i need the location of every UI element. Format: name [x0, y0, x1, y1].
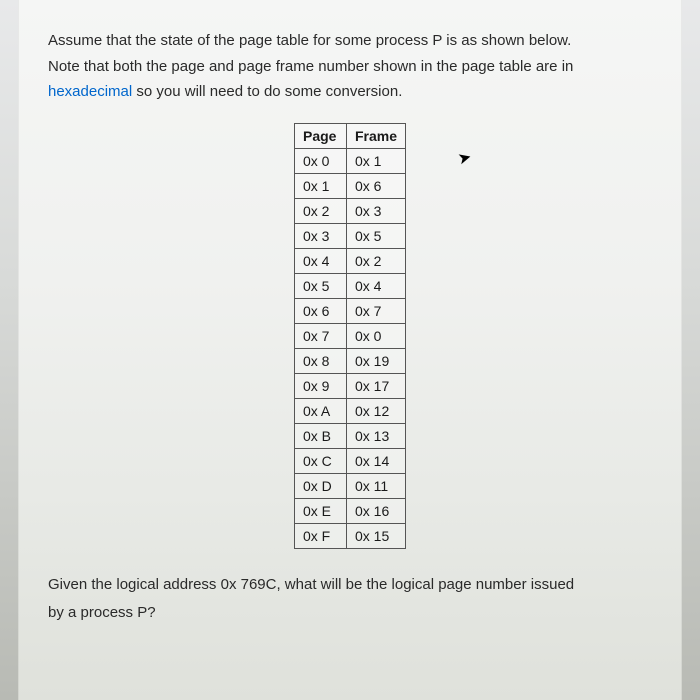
table-row: 0x 60x 7: [294, 298, 405, 323]
intro-line-1: Assume that the state of the page table …: [48, 28, 652, 54]
cell-page: 0x 9: [294, 373, 346, 398]
cell-page: 0x A: [294, 398, 346, 423]
cell-page: 0x C: [294, 448, 346, 473]
cell-page: 0x 7: [294, 323, 346, 348]
cell-page: 0x B: [294, 423, 346, 448]
cell-frame: 0x 19: [346, 348, 405, 373]
page-table: Page Frame 0x 00x 1 0x 10x 6 0x 20x 3 0x…: [294, 123, 406, 549]
table-row: 0x D0x 11: [294, 473, 405, 498]
cell-page: 0x 8: [294, 348, 346, 373]
table-row: 0x 00x 1: [294, 148, 405, 173]
cell-frame: 0x 6: [346, 173, 405, 198]
table-row: 0x A0x 12: [294, 398, 405, 423]
cell-frame: 0x 11: [346, 473, 405, 498]
cell-page: 0x F: [294, 523, 346, 548]
hexadecimal-link[interactable]: hexadecimal: [48, 83, 132, 100]
table-row: 0x 10x 6: [294, 173, 405, 198]
cell-frame: 0x 13: [346, 423, 405, 448]
intro-line-3: hexadecimal so you will need to do some …: [48, 79, 652, 105]
page-table-wrapper: Page Frame 0x 00x 1 0x 10x 6 0x 20x 3 0x…: [48, 123, 652, 549]
table-row: 0x E0x 16: [294, 498, 405, 523]
table-row: 0x 80x 19: [294, 348, 405, 373]
table-row: 0x 70x 0: [294, 323, 405, 348]
table-body: 0x 00x 1 0x 10x 6 0x 20x 3 0x 30x 5 0x 4…: [294, 148, 405, 548]
table-row: 0x 90x 17: [294, 373, 405, 398]
table-row: 0x 20x 3: [294, 198, 405, 223]
intro-line-2: Note that both the page and page frame n…: [48, 54, 652, 80]
cell-frame: 0x 14: [346, 448, 405, 473]
question-line-2: by a process P?: [48, 604, 156, 621]
cell-page: 0x 5: [294, 273, 346, 298]
table-row: 0x B0x 13: [294, 423, 405, 448]
cell-frame: 0x 12: [346, 398, 405, 423]
table-row: 0x 50x 4: [294, 273, 405, 298]
cell-page: 0x E: [294, 498, 346, 523]
header-page: Page: [294, 123, 346, 148]
table-header-row: Page Frame: [294, 123, 405, 148]
cell-frame: 0x 15: [346, 523, 405, 548]
cell-page: 0x 3: [294, 223, 346, 248]
question-paragraph: Given the logical address 0x 769C, what …: [48, 571, 652, 628]
cell-frame: 0x 7: [346, 298, 405, 323]
table-row: 0x C0x 14: [294, 448, 405, 473]
cell-page: 0x 4: [294, 248, 346, 273]
cell-page: 0x 0: [294, 148, 346, 173]
table-row: 0x F0x 15: [294, 523, 405, 548]
cell-frame: 0x 2: [346, 248, 405, 273]
cell-frame: 0x 5: [346, 223, 405, 248]
cell-page: 0x 1: [294, 173, 346, 198]
cell-frame: 0x 17: [346, 373, 405, 398]
cell-page: 0x 2: [294, 198, 346, 223]
cell-frame: 0x 1: [346, 148, 405, 173]
table-row: 0x 40x 2: [294, 248, 405, 273]
intro-paragraph: Assume that the state of the page table …: [48, 28, 652, 105]
cell-frame: 0x 16: [346, 498, 405, 523]
question-line-1: Given the logical address 0x 769C, what …: [48, 576, 574, 593]
cell-frame: 0x 4: [346, 273, 405, 298]
table-row: 0x 30x 5: [294, 223, 405, 248]
intro-line-3-suffix: so you will need to do some conversion.: [132, 83, 402, 100]
document-page: Assume that the state of the page table …: [18, 0, 682, 700]
cell-frame: 0x 3: [346, 198, 405, 223]
header-frame: Frame: [346, 123, 405, 148]
cell-page: 0x D: [294, 473, 346, 498]
cell-page: 0x 6: [294, 298, 346, 323]
cell-frame: 0x 0: [346, 323, 405, 348]
